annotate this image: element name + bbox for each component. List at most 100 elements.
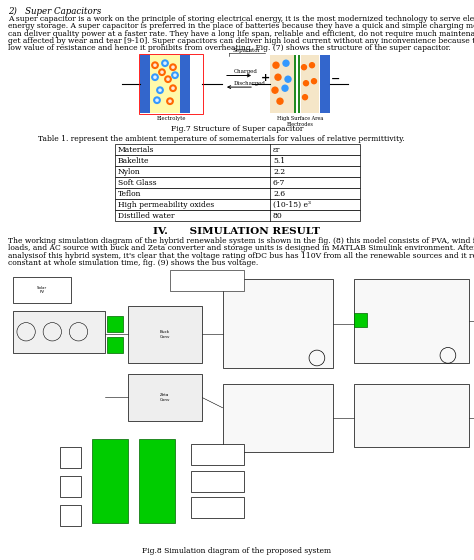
- Text: get affected by wear and tear [9-10]. Super capacitors can deliver high load cur: get affected by wear and tear [9-10]. Su…: [8, 37, 474, 45]
- Bar: [60, 447, 81, 468]
- Circle shape: [311, 79, 317, 83]
- Circle shape: [159, 89, 161, 91]
- Circle shape: [164, 62, 166, 64]
- Circle shape: [157, 87, 163, 94]
- Bar: [115, 143, 360, 155]
- Text: Solar
PV: Solar PV: [37, 286, 47, 294]
- Text: loads, and AC source with buck and Zeta converter and storage units is designed : loads, and AC source with buck and Zeta …: [8, 244, 474, 253]
- Bar: [223, 279, 333, 368]
- Circle shape: [159, 69, 165, 76]
- Bar: [13, 277, 71, 303]
- Circle shape: [283, 60, 289, 66]
- Circle shape: [275, 74, 281, 80]
- Circle shape: [174, 74, 176, 76]
- Text: Zeta
Conv: Zeta Conv: [160, 393, 170, 402]
- Text: Discharged: Discharged: [234, 81, 266, 86]
- Text: Table 1. represent the ambient temperature of somematerials for values of relati: Table 1. represent the ambient temperatu…: [38, 136, 405, 143]
- Circle shape: [154, 64, 156, 67]
- Circle shape: [282, 85, 288, 91]
- Text: Electrolyte: Electrolyte: [156, 116, 186, 121]
- Circle shape: [156, 99, 158, 101]
- Bar: [180, 55, 190, 113]
- Text: Charged: Charged: [234, 69, 258, 74]
- Circle shape: [154, 97, 160, 104]
- Text: 5.1: 5.1: [273, 157, 285, 165]
- Bar: [91, 439, 128, 523]
- Circle shape: [277, 98, 283, 104]
- Text: Distilled water: Distilled water: [118, 212, 174, 220]
- Circle shape: [152, 62, 158, 68]
- Text: 80: 80: [273, 212, 283, 220]
- Text: energy storage. A super capacitor is preferred in the place of batteries because: energy storage. A super capacitor is pre…: [8, 22, 474, 30]
- Bar: [115, 176, 360, 188]
- Text: 2.6: 2.6: [273, 190, 285, 198]
- Text: Fig.7 Structure of Super capacitor: Fig.7 Structure of Super capacitor: [171, 125, 303, 133]
- Circle shape: [165, 76, 171, 82]
- Text: Materials: Materials: [118, 146, 155, 153]
- Text: analysisof this hybrid system, it's clear that the voltage rating ofDC bus has 1: analysisof this hybrid system, it's clea…: [8, 251, 474, 259]
- Text: 2)   Super Capacitors: 2) Super Capacitors: [8, 7, 101, 16]
- Text: εr: εr: [273, 146, 281, 153]
- Bar: [115, 209, 360, 221]
- Circle shape: [170, 64, 176, 71]
- Bar: [294, 55, 297, 113]
- Circle shape: [167, 98, 173, 104]
- Text: The working simulation diagram of the hybrid renewable system is shown in the fi: The working simulation diagram of the hy…: [8, 237, 474, 245]
- Text: can deliver quality power at a faster rate. They have a long life span, reliable: can deliver quality power at a faster ra…: [8, 30, 474, 38]
- Bar: [115, 199, 360, 209]
- Bar: [191, 470, 244, 492]
- Text: 2.2: 2.2: [273, 167, 285, 176]
- Circle shape: [172, 72, 178, 78]
- Text: High Surface Area
Electrodes: High Surface Area Electrodes: [277, 116, 323, 127]
- Circle shape: [310, 63, 315, 68]
- Bar: [60, 505, 81, 526]
- Text: Bakelite: Bakelite: [118, 157, 149, 165]
- Text: Nylon: Nylon: [118, 167, 141, 176]
- Circle shape: [272, 87, 278, 93]
- Circle shape: [273, 62, 279, 68]
- Text: +: +: [261, 73, 271, 83]
- Text: Teflon: Teflon: [118, 190, 142, 198]
- Text: Buck
Conv: Buck Conv: [160, 330, 170, 339]
- Bar: [298, 55, 301, 113]
- Bar: [170, 270, 244, 291]
- Bar: [354, 279, 469, 363]
- Bar: [128, 374, 201, 421]
- Bar: [139, 54, 203, 114]
- Bar: [115, 188, 360, 199]
- Bar: [354, 314, 367, 326]
- Bar: [270, 55, 295, 113]
- Circle shape: [302, 95, 308, 100]
- Bar: [191, 445, 244, 465]
- Bar: [223, 384, 333, 452]
- Bar: [60, 476, 81, 497]
- Text: Soft Glass: Soft Glass: [118, 179, 156, 186]
- Text: Separator: Separator: [233, 48, 261, 53]
- Bar: [139, 439, 175, 523]
- Text: constant at whole simulation time, fig. (9) shows the bus voltage.: constant at whole simulation time, fig. …: [8, 259, 258, 267]
- Circle shape: [285, 76, 291, 82]
- Circle shape: [161, 71, 163, 73]
- Bar: [13, 311, 105, 353]
- Circle shape: [154, 76, 156, 78]
- Bar: [115, 166, 360, 176]
- Text: A super capacitor is a work on the principle of storing electrical energy, it is: A super capacitor is a work on the princ…: [8, 15, 474, 23]
- Circle shape: [172, 87, 174, 90]
- Circle shape: [167, 78, 169, 81]
- Text: 6-7: 6-7: [273, 179, 285, 186]
- Bar: [191, 497, 244, 518]
- Text: Fig.8 Simulation diagram of the proposed system: Fig.8 Simulation diagram of the proposed…: [143, 547, 331, 555]
- Bar: [115, 155, 360, 166]
- Circle shape: [162, 60, 168, 67]
- Text: High permeability oxides: High permeability oxides: [118, 200, 214, 209]
- Bar: [107, 316, 123, 332]
- Circle shape: [152, 74, 158, 81]
- Bar: [150, 55, 180, 113]
- Bar: [140, 55, 150, 113]
- Bar: [107, 337, 123, 353]
- Text: −: −: [331, 73, 341, 83]
- Text: (10-15) e³: (10-15) e³: [273, 200, 311, 209]
- Text: low value of resistance and hence it prohibits from overheating. Fig. (7) shows : low value of resistance and hence it pro…: [8, 44, 451, 52]
- Circle shape: [170, 85, 176, 91]
- Text: IV.      SIMULATION RESULT: IV. SIMULATION RESULT: [154, 227, 320, 236]
